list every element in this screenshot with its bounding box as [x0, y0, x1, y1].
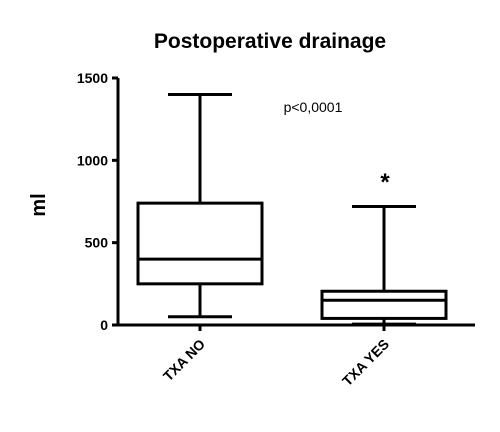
p-value-annotation: p<0,0001 — [284, 99, 343, 115]
y-tick-label: 0 — [100, 317, 108, 333]
x-tick-label: TXA YES — [339, 336, 392, 389]
boxes — [136, 92, 448, 326]
chart-title: Postoperative drainage — [154, 30, 386, 53]
y-tick-label: 1500 — [77, 70, 108, 86]
iqr-box — [320, 289, 448, 320]
y-axis-label: ml — [28, 193, 50, 216]
box-plot-txa-no — [136, 92, 264, 319]
y-tick-label: 1000 — [77, 152, 108, 168]
iqr-box — [136, 201, 264, 286]
x-tick-labels: TXA NO TXA YES — [160, 336, 392, 389]
y-tick-label: 500 — [85, 235, 109, 251]
x-tick-label: TXA NO — [160, 336, 208, 384]
significance-star: * — [380, 169, 390, 196]
box-plot-txa-yes — [320, 204, 448, 326]
